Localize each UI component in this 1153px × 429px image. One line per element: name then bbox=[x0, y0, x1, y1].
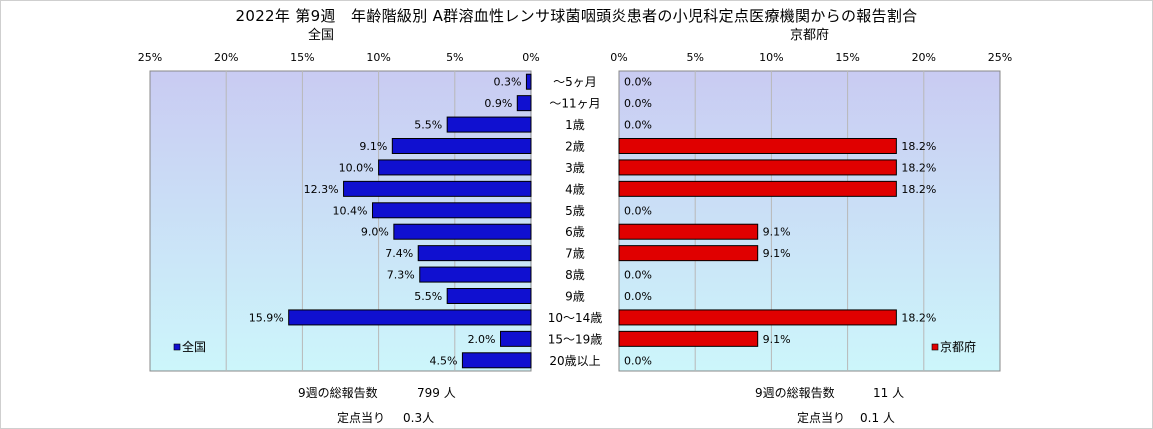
national-data-label: 2.0% bbox=[468, 333, 496, 346]
right-x-tick-label: 15% bbox=[835, 51, 859, 64]
category-label: 5歳 bbox=[565, 204, 585, 218]
right-total-value: 11 人 bbox=[873, 386, 905, 400]
national-bar bbox=[417, 245, 532, 262]
kyoto-data-label: 18.2% bbox=[901, 161, 936, 174]
left-x-tick-label: 10% bbox=[366, 51, 390, 64]
category-label: ～11ヶ月 bbox=[549, 97, 600, 111]
national-bar bbox=[516, 95, 532, 112]
kyoto-data-label: 9.1% bbox=[763, 226, 791, 239]
national-data-label: 4.5% bbox=[429, 354, 457, 367]
kyoto-data-label: 0.0% bbox=[624, 76, 652, 89]
right-x-tick-label: 5% bbox=[686, 51, 703, 64]
kyoto-data-label: 0.0% bbox=[624, 269, 652, 282]
category-label: 4歳 bbox=[565, 182, 585, 196]
category-label: 10～14歳 bbox=[548, 311, 603, 325]
left-x-tick-label: 5% bbox=[446, 51, 463, 64]
kyoto-data-label: 0.0% bbox=[624, 204, 652, 217]
kyoto-data-label: 18.2% bbox=[901, 311, 936, 324]
national-bar bbox=[391, 138, 532, 154]
kyoto-bar bbox=[618, 159, 897, 176]
national-data-label: 12.3% bbox=[304, 183, 339, 196]
national-bar bbox=[419, 266, 532, 283]
kyoto-data-label: 0.0% bbox=[624, 290, 652, 303]
kyoto-legend-swatch bbox=[931, 343, 939, 351]
right-per-label: 定点当り bbox=[797, 411, 846, 425]
national-data-label: 7.4% bbox=[385, 247, 413, 260]
right-per-value: 0.1 人 bbox=[860, 411, 895, 425]
category-label: 7歳 bbox=[565, 247, 585, 261]
left-per-value: 0.3人 bbox=[403, 411, 435, 425]
kyoto-data-label: 0.0% bbox=[624, 119, 652, 132]
national-data-label: 10.4% bbox=[333, 204, 368, 217]
national-data-label: 15.9% bbox=[249, 311, 284, 324]
national-data-label: 5.5% bbox=[414, 119, 442, 132]
category-label: 1歳 bbox=[565, 118, 585, 132]
national-bar bbox=[525, 73, 532, 90]
category-label: ～5ヶ月 bbox=[553, 75, 597, 89]
national-bar bbox=[288, 309, 532, 326]
category-label: 15～19歳 bbox=[548, 332, 603, 346]
left-x-tick-label: 15% bbox=[290, 51, 314, 64]
national-bar bbox=[343, 180, 532, 197]
kyoto-bar bbox=[618, 180, 897, 197]
national-data-label: 0.9% bbox=[484, 97, 512, 110]
left-subtitle: 全国 bbox=[308, 28, 335, 43]
kyoto-bar bbox=[618, 245, 759, 262]
left-total-value: 799 人 bbox=[417, 386, 456, 400]
right-x-tick-label: 10% bbox=[759, 51, 783, 64]
left-x-tick-label: 25% bbox=[138, 51, 162, 64]
left-total-label: 9週の総報告数 bbox=[298, 386, 378, 400]
right-x-tick-label: 0% bbox=[610, 51, 627, 64]
chart-title: 2022年 第9週 年齢階級別 A群溶血性レンサ球菌咽頭炎患者の小児科定点医療機… bbox=[235, 7, 918, 25]
category-label: 3歳 bbox=[565, 161, 585, 175]
left-plot-area bbox=[149, 70, 532, 372]
category-label: 6歳 bbox=[565, 225, 585, 239]
category-label: 20歳以上 bbox=[549, 354, 600, 368]
national-bar bbox=[500, 330, 532, 347]
national-legend-label: 全国 bbox=[182, 339, 206, 354]
national-data-label: 10.0% bbox=[339, 161, 374, 174]
kyoto-bar bbox=[618, 223, 759, 240]
right-x-tick-label: 25% bbox=[988, 51, 1012, 64]
right-total-label: 9週の総報告数 bbox=[755, 386, 835, 400]
left-x-tick-label: 20% bbox=[214, 51, 238, 64]
left-x-tick-label: 0% bbox=[522, 51, 539, 64]
national-legend-swatch bbox=[173, 343, 181, 351]
kyoto-data-label: 9.1% bbox=[763, 247, 791, 260]
kyoto-legend-label: 京都府 bbox=[940, 339, 976, 354]
national-bar bbox=[393, 223, 532, 240]
kyoto-data-label: 0.0% bbox=[624, 97, 652, 110]
national-bar bbox=[461, 352, 532, 369]
national-bar bbox=[446, 288, 532, 304]
national-data-label: 9.1% bbox=[359, 140, 387, 153]
kyoto-data-label: 0.0% bbox=[624, 354, 652, 367]
kyoto-data-label: 18.2% bbox=[901, 183, 936, 196]
national-data-label: 9.0% bbox=[361, 226, 389, 239]
national-bar bbox=[378, 159, 532, 176]
right-subtitle: 京都府 bbox=[790, 28, 830, 43]
category-label: 8歳 bbox=[565, 268, 585, 282]
right-x-tick-label: 20% bbox=[912, 51, 936, 64]
national-bar bbox=[446, 116, 532, 133]
category-label: 9歳 bbox=[565, 290, 585, 304]
kyoto-data-label: 18.2% bbox=[901, 140, 936, 153]
national-data-label: 5.5% bbox=[414, 290, 442, 303]
category-label: 2歳 bbox=[565, 140, 585, 154]
left-per-label: 定点当り bbox=[337, 411, 386, 425]
kyoto-bar bbox=[618, 138, 897, 154]
national-data-label: 0.3% bbox=[493, 76, 521, 89]
kyoto-data-label: 9.1% bbox=[763, 333, 791, 346]
kyoto-bar bbox=[618, 330, 759, 347]
kyoto-bar bbox=[618, 309, 897, 326]
national-data-label: 7.3% bbox=[387, 269, 415, 282]
national-bar bbox=[372, 202, 532, 219]
right-plot-area bbox=[618, 70, 1001, 372]
